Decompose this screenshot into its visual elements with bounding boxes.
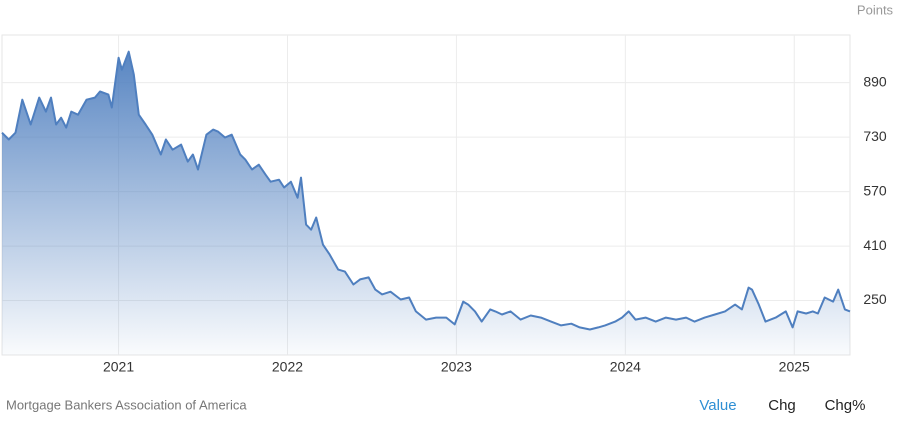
line: [1, 50, 851, 331]
x-tick-label: 2024: [610, 359, 641, 375]
y-tick-label: 890: [863, 73, 887, 89]
y-axis-label: Points: [857, 2, 894, 17]
y-tick-label: 570: [863, 182, 887, 198]
toggle-button[interactable]: Chg%: [825, 397, 866, 414]
toggle-button[interactable]: Chg: [768, 397, 796, 414]
source: Mortgage Bankers Association of America: [6, 397, 247, 412]
x-tick-label: 2023: [441, 359, 472, 375]
y-tick-label: 730: [863, 128, 887, 144]
x-tick-label: 2025: [779, 359, 810, 375]
y-tick-label: 250: [863, 291, 887, 307]
x-tick-label: 2022: [272, 359, 303, 375]
toggle-button[interactable]: Value: [699, 397, 736, 414]
x-tick-label: 2021: [103, 359, 134, 375]
y-tick-label: 410: [863, 237, 887, 253]
area: [2, 51, 850, 355]
